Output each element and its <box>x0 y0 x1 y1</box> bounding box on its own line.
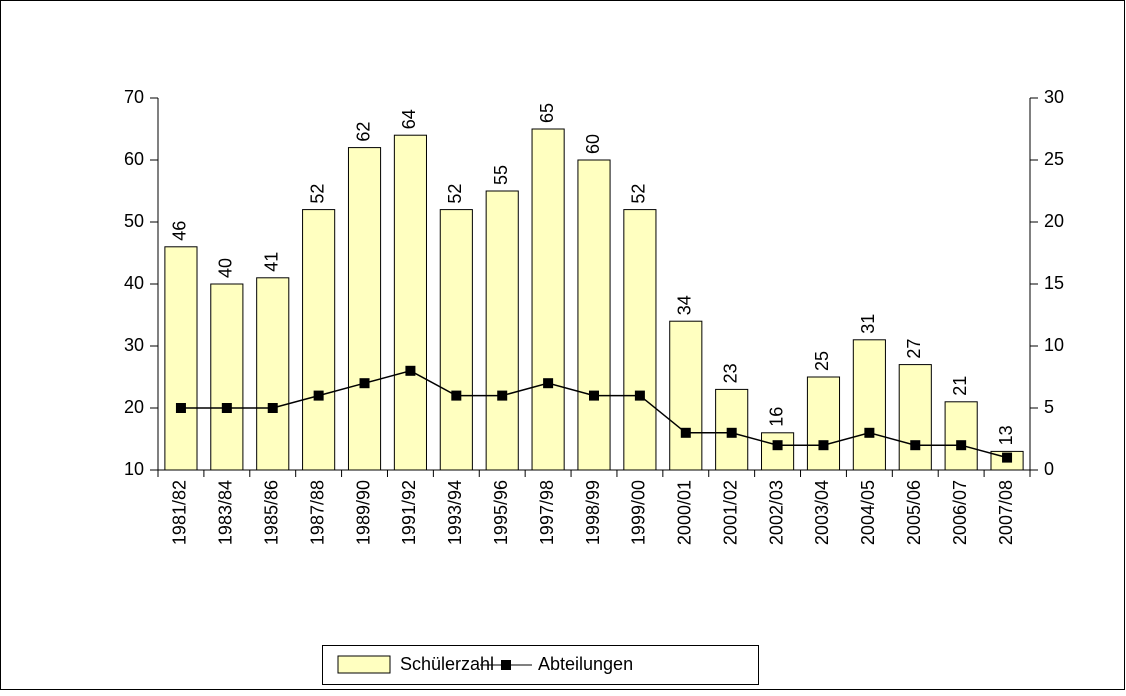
value-label: 60 <box>583 134 603 154</box>
x-tick-label: 2006/07 <box>950 480 970 545</box>
marker <box>818 440 829 451</box>
value-label: 52 <box>629 184 649 204</box>
bar <box>439 209 473 471</box>
x-tick-label: 2005/06 <box>904 480 924 545</box>
value-label: 31 <box>858 314 878 334</box>
y-tick-label: 30 <box>124 335 144 355</box>
bar <box>852 339 886 471</box>
marker <box>1002 452 1013 463</box>
marker <box>864 427 875 438</box>
value-label: 21 <box>950 376 970 396</box>
x-tick-label: 1985/86 <box>261 480 281 545</box>
value-label: 34 <box>675 295 695 315</box>
y-tick-label: 20 <box>124 397 144 417</box>
marker <box>267 403 278 413</box>
y2-tick-label: 30 <box>1044 87 1064 107</box>
bar <box>302 209 336 471</box>
y-tick-label: 40 <box>124 273 144 293</box>
bar <box>164 246 198 471</box>
legend-marker <box>501 660 511 670</box>
marker <box>221 403 232 413</box>
x-tick-label: 1989/90 <box>353 480 373 545</box>
y2-tick-label: 5 <box>1044 397 1054 417</box>
bar <box>944 401 978 471</box>
bar <box>210 283 244 471</box>
bar <box>393 134 427 471</box>
value-label: 64 <box>399 109 419 129</box>
value-label: 52 <box>307 184 327 204</box>
value-label: 65 <box>537 103 557 123</box>
bar <box>577 159 611 471</box>
x-tick-label: 2003/04 <box>812 480 832 545</box>
x-tick-label: 1995/96 <box>491 480 511 545</box>
marker <box>497 390 508 401</box>
x-tick-label: 1999/00 <box>629 480 649 545</box>
marker <box>726 427 737 438</box>
marker <box>956 440 967 451</box>
bar <box>256 277 290 471</box>
y2-tick-label: 25 <box>1044 149 1064 169</box>
y2-tick-label: 10 <box>1044 335 1064 355</box>
value-label: 40 <box>216 258 236 278</box>
y-tick-label: 70 <box>124 87 144 107</box>
y-tick-label: 10 <box>124 459 144 479</box>
marker <box>359 378 370 389</box>
x-tick-label: 1998/99 <box>583 480 603 545</box>
marker <box>910 440 921 451</box>
legend-box <box>322 645 759 685</box>
bar <box>531 128 565 471</box>
marker <box>313 390 324 401</box>
x-tick-label: 1983/84 <box>216 480 236 545</box>
marker <box>589 390 599 401</box>
value-label: 25 <box>812 351 832 371</box>
x-tick-label: 2004/05 <box>858 480 878 545</box>
marker <box>451 390 462 401</box>
x-tick-label: 1993/94 <box>445 480 465 545</box>
x-tick-label: 1981/82 <box>170 480 190 545</box>
marker <box>772 440 783 451</box>
value-label: 23 <box>720 363 740 383</box>
marker <box>680 427 691 438</box>
bar <box>898 364 932 471</box>
y-tick-label: 60 <box>124 149 144 169</box>
bar <box>806 376 841 471</box>
bar <box>761 432 795 471</box>
marker <box>405 365 416 376</box>
bar <box>485 190 519 471</box>
legend-label: Schülerzahl <box>400 654 494 674</box>
legend-swatch <box>337 655 391 674</box>
value-label: 62 <box>353 122 373 142</box>
value-label: 52 <box>445 184 465 204</box>
legend-label: Abteilungen <box>538 654 633 674</box>
y2-tick-label: 0 <box>1044 459 1054 479</box>
y2-tick-label: 15 <box>1044 273 1064 293</box>
x-tick-label: 2002/03 <box>766 480 786 545</box>
marker <box>175 403 186 413</box>
x-tick-label: 2000/01 <box>675 480 695 545</box>
x-tick-label: 2001/02 <box>720 480 740 545</box>
x-tick-label: 1987/88 <box>307 480 327 545</box>
bar <box>623 209 657 471</box>
value-label: 46 <box>170 221 190 241</box>
marker <box>634 390 645 401</box>
value-label: 13 <box>996 425 1016 445</box>
x-tick-label: 1991/92 <box>399 480 419 545</box>
x-tick-label: 1997/98 <box>537 480 557 545</box>
x-tick-label: 2007/08 <box>996 480 1016 545</box>
bar <box>347 147 382 471</box>
value-label: 16 <box>766 407 786 427</box>
bar <box>669 320 703 471</box>
value-label: 55 <box>491 165 511 185</box>
y2-tick-label: 20 <box>1044 211 1064 231</box>
marker <box>543 378 554 389</box>
value-label: 27 <box>904 339 924 359</box>
y-tick-label: 50 <box>124 211 144 231</box>
value-label: 41 <box>261 252 281 272</box>
